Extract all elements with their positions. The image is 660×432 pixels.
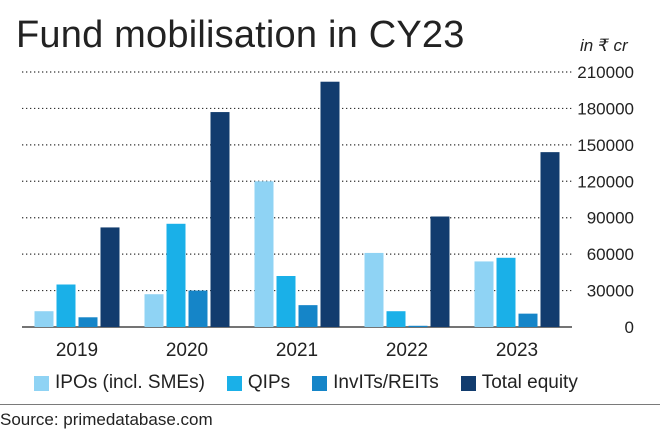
x-tick-label: 2023 xyxy=(496,340,538,361)
legend-label-invits: InvITs/REITs xyxy=(333,372,439,393)
bar xyxy=(166,223,186,327)
legend-item-ipos: IPOs (incl. SMEs) xyxy=(34,372,205,394)
x-tick-label: 2020 xyxy=(166,340,208,361)
bar xyxy=(254,181,274,327)
legend-item-total: Total equity xyxy=(460,372,578,394)
bar xyxy=(188,290,208,327)
bar xyxy=(518,313,538,327)
bar xyxy=(100,227,120,327)
bar xyxy=(474,261,494,327)
bar xyxy=(430,216,450,327)
legend-item-invits: InvITs/REITs xyxy=(312,372,439,394)
y-tick-label: 0 xyxy=(625,318,634,337)
bar xyxy=(364,252,384,327)
bar xyxy=(298,305,318,327)
bar-chart: 0 30000 60000 90000 120000 150000 180000 210000… xyxy=(22,63,634,361)
bar xyxy=(320,81,340,327)
legend-swatch-ipos xyxy=(34,375,49,391)
legend-label-ipos: IPOs (incl. SMEs) xyxy=(55,372,205,393)
legend-swatch-invits xyxy=(312,375,328,391)
bar xyxy=(540,152,560,327)
bar xyxy=(276,276,296,327)
x-tick-label: 2019 xyxy=(56,340,98,361)
bar xyxy=(496,257,516,327)
source-note: Source: primedatabase.com xyxy=(0,410,213,429)
source-divider xyxy=(0,404,660,405)
y-tick-label: 120000 xyxy=(577,172,634,191)
bar xyxy=(144,294,164,327)
bar xyxy=(386,311,406,327)
bar xyxy=(56,284,76,327)
y-tick-label: 90000 xyxy=(587,209,634,228)
x-tick-label: 2022 xyxy=(386,340,428,361)
bar xyxy=(34,311,54,327)
bar xyxy=(210,112,230,327)
bar xyxy=(78,317,98,327)
legend-swatch-total xyxy=(460,375,476,391)
legend-label-qips: QIPs xyxy=(247,372,291,393)
chart-title: Fund mobilisation in CY23 xyxy=(16,14,465,56)
y-tick-label: 150000 xyxy=(577,136,634,155)
legend-swatch-qips xyxy=(226,375,242,391)
legend-label-total: Total equity xyxy=(481,372,578,393)
x-tick-label: 2021 xyxy=(276,340,318,361)
y-tick-label: 210000 xyxy=(577,63,634,82)
bar xyxy=(408,325,428,327)
y-tick-label: 30000 xyxy=(587,282,634,301)
y-tick-label: 60000 xyxy=(587,245,634,264)
legend: IPOs (incl. SMEs) QIPs InvITs/REITs Tota… xyxy=(34,372,578,394)
unit-label: in ₹ cr xyxy=(580,36,628,55)
y-tick-label: 180000 xyxy=(577,99,634,118)
legend-item-qips: QIPs xyxy=(226,372,291,394)
